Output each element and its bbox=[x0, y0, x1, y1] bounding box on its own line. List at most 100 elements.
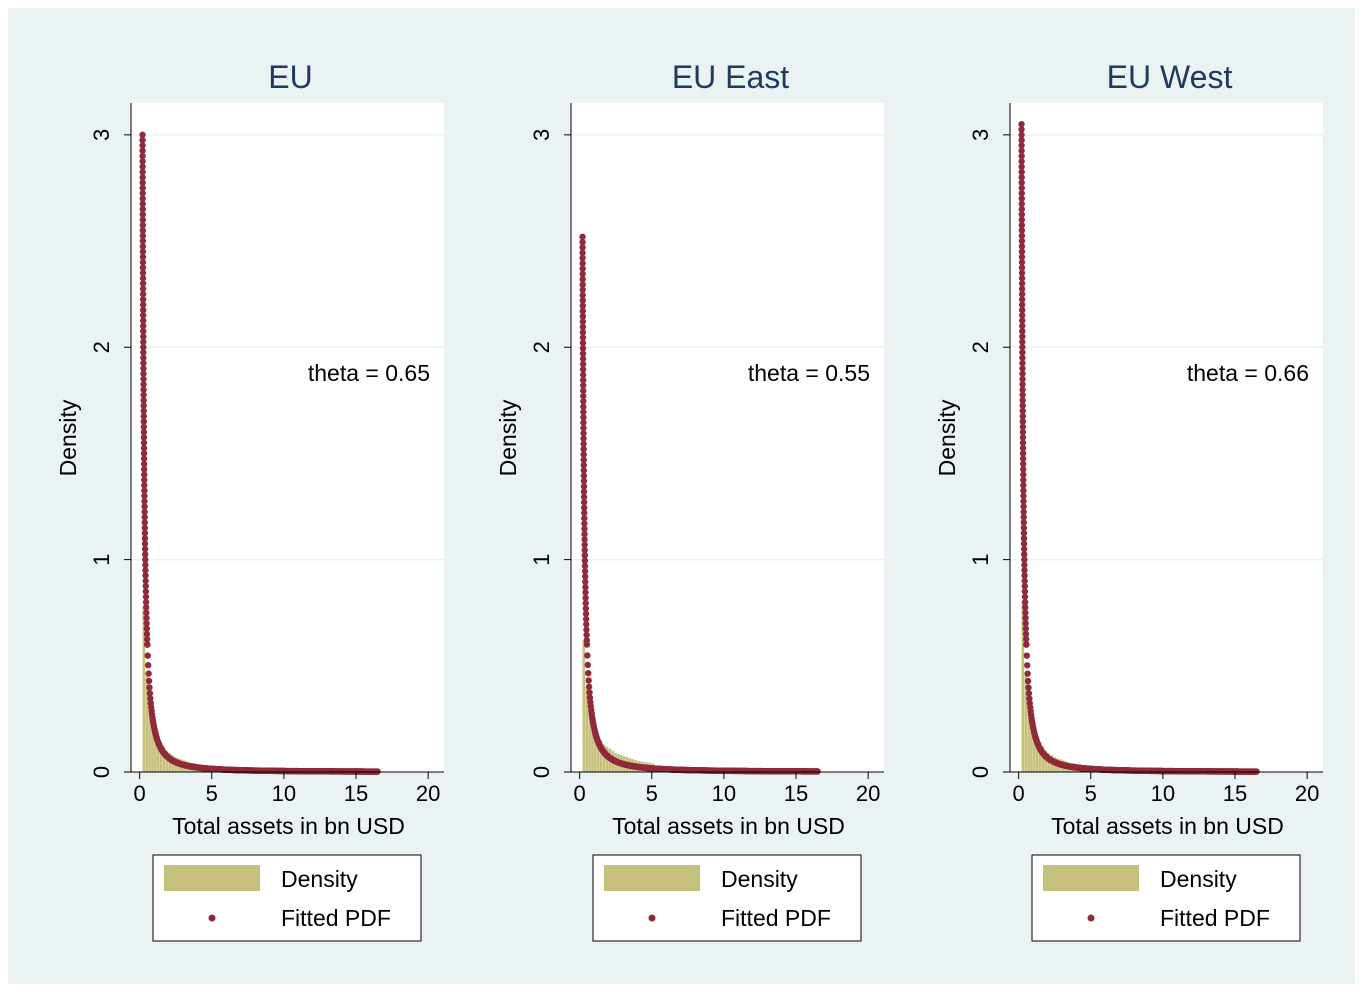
fitted-pdf-point bbox=[584, 652, 591, 659]
histogram-bar bbox=[151, 721, 154, 772]
fitted-pdf-point bbox=[586, 689, 593, 696]
fitted-pdf-point bbox=[1025, 684, 1032, 691]
fitted-pdf-point bbox=[140, 375, 147, 383]
fitted-pdf-point bbox=[142, 598, 150, 606]
fitted-pdf-point bbox=[580, 488, 588, 495]
fitted-pdf-point bbox=[1018, 221, 1026, 229]
fitted-pdf-point bbox=[581, 525, 588, 533]
fitted-pdf-point bbox=[139, 163, 146, 170]
fitted-pdf-point bbox=[140, 413, 147, 420]
fitted-pdf-point bbox=[139, 216, 147, 224]
fitted-pdf-point bbox=[814, 768, 821, 775]
fitted-pdf-point bbox=[1020, 466, 1027, 473]
fitted-pdf-point bbox=[1018, 152, 1025, 160]
fitted-pdf-point bbox=[140, 407, 147, 415]
fitted-pdf-point bbox=[580, 445, 587, 453]
fitted-pdf-point bbox=[142, 572, 149, 579]
fitted-pdf-point bbox=[1018, 179, 1025, 186]
fitted-pdf-point bbox=[1022, 614, 1029, 622]
fitted-pdf-point bbox=[139, 195, 146, 202]
fitted-pdf-point bbox=[1018, 264, 1026, 271]
fitted-pdf-point bbox=[140, 402, 147, 409]
fitted-pdf-point bbox=[1019, 423, 1027, 431]
fitted-pdf-point bbox=[579, 244, 586, 251]
fitted-pdf-point bbox=[1018, 147, 1025, 154]
fitted-pdf-point bbox=[139, 296, 147, 303]
fitted-pdf-point bbox=[141, 551, 149, 558]
histogram-bar bbox=[156, 738, 160, 772]
histogram-bar bbox=[142, 606, 146, 772]
x-tick-label: 0 bbox=[134, 781, 146, 806]
fitted-pdf-point bbox=[583, 641, 591, 648]
fitted-pdf-point bbox=[142, 577, 149, 585]
fitted-pdf-point bbox=[1019, 391, 1026, 399]
fitted-pdf-point bbox=[580, 403, 587, 410]
fitted-pdf-point bbox=[582, 589, 589, 596]
fitted-pdf-point bbox=[139, 131, 146, 139]
fitted-pdf-point bbox=[1020, 524, 1028, 531]
fitted-pdf-point bbox=[139, 264, 147, 271]
fitted-pdf-point bbox=[583, 621, 590, 628]
histogram-bar bbox=[162, 746, 166, 772]
histogram-bar bbox=[1024, 674, 1028, 772]
fitted-pdf-point bbox=[1019, 439, 1027, 447]
fitted-pdf-point bbox=[1020, 519, 1027, 526]
fitted-pdf-point bbox=[579, 318, 587, 325]
fitted-pdf-point bbox=[1018, 290, 1026, 298]
fitted-pdf-point bbox=[1020, 498, 1027, 505]
fitted-pdf-point bbox=[140, 386, 147, 393]
fitted-pdf-point bbox=[585, 677, 592, 684]
x-tick-label: 10 bbox=[272, 781, 296, 806]
fitted-pdf-point bbox=[1018, 121, 1025, 128]
fitted-pdf-point bbox=[1019, 413, 1026, 420]
fitted-pdf-point bbox=[1019, 312, 1026, 319]
fitted-pdf-point bbox=[140, 344, 147, 351]
chart-title: EU East bbox=[672, 59, 789, 95]
fitted-pdf-point bbox=[1019, 359, 1026, 367]
fitted-pdf-point bbox=[582, 610, 590, 617]
legend-label-density: Density bbox=[281, 866, 358, 892]
fitted-pdf-point bbox=[1018, 253, 1026, 261]
fitted-pdf-point bbox=[143, 625, 150, 632]
fitted-pdf-point bbox=[581, 546, 588, 554]
chart-title: EU West bbox=[1107, 59, 1233, 95]
legend-label-density: Density bbox=[1160, 866, 1237, 892]
y-tick-label: 0 bbox=[529, 766, 554, 778]
legend-swatch-density bbox=[1043, 865, 1139, 891]
chart-title: EU bbox=[268, 59, 312, 95]
fitted-pdf-point bbox=[139, 211, 146, 218]
fitted-pdf-point bbox=[139, 184, 146, 192]
histogram-bar bbox=[165, 750, 169, 772]
fitted-pdf-point bbox=[1018, 301, 1026, 308]
fitted-pdf-point bbox=[579, 281, 586, 288]
legend-label-fitted-pdf: Fitted PDF bbox=[721, 905, 831, 931]
fitted-pdf-point bbox=[1020, 535, 1028, 542]
fitted-pdf-point bbox=[139, 227, 147, 234]
fitted-pdf-point bbox=[1024, 662, 1031, 669]
fitted-pdf-point bbox=[140, 444, 148, 452]
fitted-pdf-point bbox=[1024, 677, 1032, 685]
histogram-bar bbox=[1035, 738, 1039, 772]
chart-panel-3: 0 1 2 3 0 5 10 15 20 EU West Total assets in bn US… bbox=[934, 59, 1323, 942]
y-tick-label: 3 bbox=[529, 129, 554, 141]
fitted-pdf-point bbox=[140, 391, 147, 399]
fitted-pdf-point bbox=[1025, 690, 1033, 697]
fitted-pdf-point bbox=[139, 221, 147, 229]
fitted-pdf-point bbox=[144, 652, 151, 659]
fitted-pdf-point bbox=[143, 609, 150, 616]
histogram-bar bbox=[599, 740, 603, 772]
fitted-pdf-point bbox=[580, 451, 587, 458]
fitted-pdf-point bbox=[1023, 652, 1030, 659]
fitted-pdf-point bbox=[1021, 572, 1028, 579]
x-tick-label: 20 bbox=[856, 781, 880, 806]
fitted-pdf-point bbox=[581, 552, 589, 559]
fitted-pdf-point bbox=[579, 339, 587, 347]
fitted-pdf-point bbox=[1023, 641, 1030, 648]
fitted-pdf-point bbox=[579, 292, 586, 299]
histogram-bar bbox=[145, 676, 149, 772]
histogram-bar bbox=[1033, 731, 1036, 772]
x-tick-label: 10 bbox=[1151, 781, 1175, 806]
fitted-pdf-point bbox=[145, 670, 152, 677]
x-axis-label: Total assets in bn USD bbox=[172, 813, 405, 839]
legend: Density Fitted PDF bbox=[152, 854, 422, 942]
